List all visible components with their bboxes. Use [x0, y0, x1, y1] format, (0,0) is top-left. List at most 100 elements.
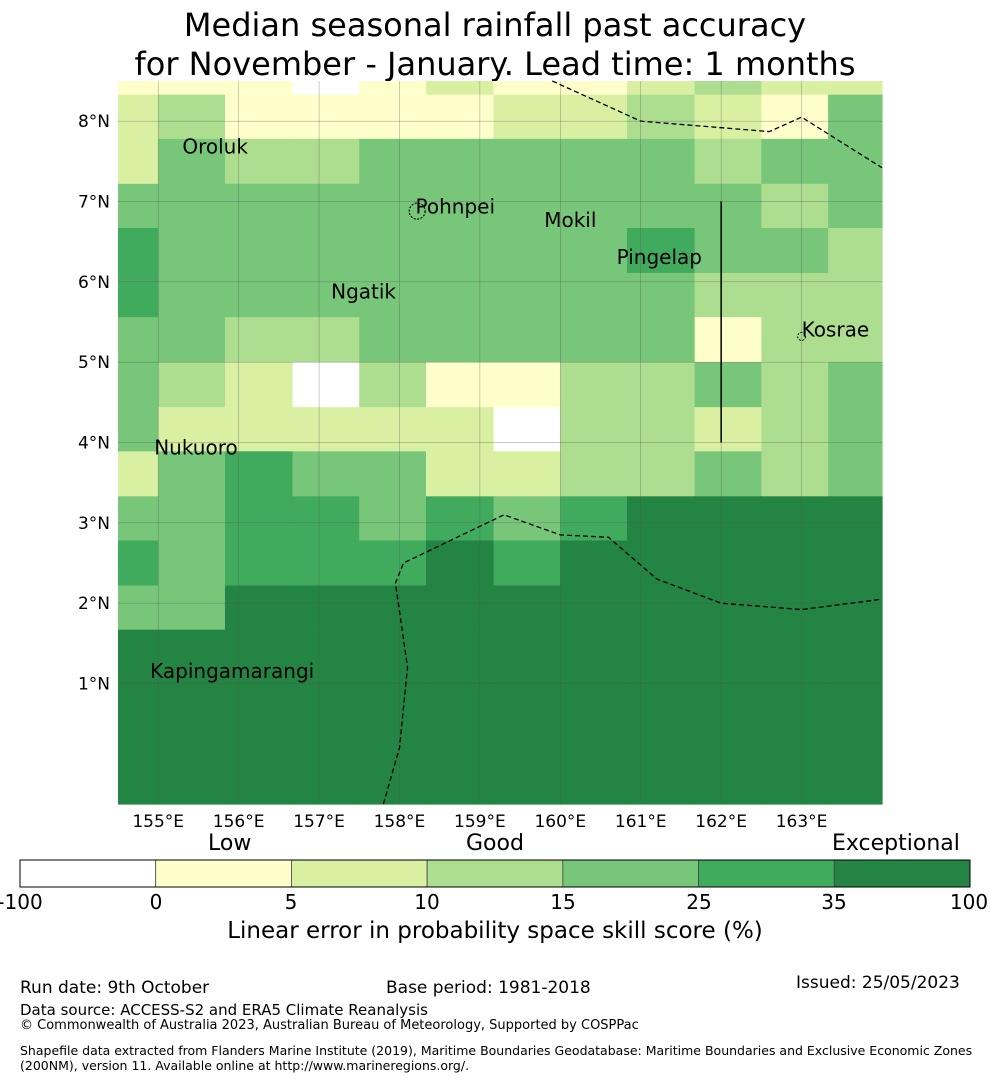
skill-cell [493, 496, 561, 542]
latitude-tick-label: 7°N [78, 193, 110, 213]
skill-cell [118, 228, 159, 274]
skill-cell [118, 451, 159, 497]
skill-cell [761, 228, 829, 274]
skill-cell [118, 183, 159, 229]
latitude-tick-label: 1°N [78, 675, 110, 695]
colorbar-swatch [155, 859, 292, 888]
skill-cell [493, 317, 561, 363]
longitude-tick-label: 157°E [293, 812, 345, 832]
skill-cell [694, 451, 762, 497]
longitude-tick-label: 163°E [776, 812, 828, 832]
skill-cell [694, 81, 762, 96]
skill-cell [292, 272, 360, 318]
colorbar-tick-label: 15 [550, 890, 576, 914]
skill-cell [694, 585, 762, 631]
skill-cell [828, 451, 883, 497]
skill-cell [828, 585, 883, 631]
skill-cell [292, 362, 360, 408]
skill-cell [359, 317, 427, 363]
skill-cell [627, 138, 696, 185]
colorbar-swatch [833, 859, 971, 888]
skill-cell [224, 585, 294, 631]
skill-cell [118, 138, 159, 185]
skill-cell [560, 183, 628, 229]
skill-cell [694, 629, 762, 805]
colorbar-axis-title: Linear error in probability space skill … [227, 918, 763, 944]
skill-cell [560, 585, 628, 631]
skill-cell [359, 94, 427, 140]
colorbar-tick-label: 5 [284, 890, 298, 914]
skill-cell [761, 272, 829, 318]
skill-cell [560, 496, 628, 542]
longitude-tick-label: 162°E [695, 812, 747, 832]
latitude-tick-label: 2°N [78, 594, 110, 614]
skill-cell [359, 585, 427, 631]
skill-cell [359, 407, 427, 452]
skill-cell [224, 272, 294, 318]
skill-cell [292, 540, 360, 587]
skill-cell [493, 138, 561, 185]
longitude-tick-label: 156°E [213, 812, 265, 832]
skill-cell [627, 629, 696, 805]
skill-cell [118, 272, 159, 318]
skill-cell [292, 317, 360, 363]
map-title-line-2: for November - January. Lead time: 1 mon… [134, 45, 856, 83]
skill-cell [627, 272, 696, 318]
skill-cell [359, 138, 427, 185]
skill-cell [493, 629, 561, 805]
skill-cell [224, 407, 294, 452]
colorbar-swatch [426, 859, 564, 888]
skill-cell [426, 183, 495, 229]
skill-cell [158, 138, 226, 185]
skill-cell [694, 94, 762, 140]
skill-cell [224, 94, 294, 140]
skill-cell [359, 228, 427, 274]
skill-cell [426, 317, 495, 363]
skill-cell [292, 183, 360, 229]
skill-cell [761, 81, 829, 96]
skill-cell [224, 183, 294, 229]
skill-cell [158, 407, 226, 452]
skill-cell [761, 407, 829, 452]
skill-cell [560, 451, 628, 497]
skill-cell [158, 317, 226, 363]
base-period: Base period: 1981-2018 [386, 978, 591, 998]
skill-cell [224, 81, 294, 96]
skill-cell [560, 317, 628, 363]
colorbar-category-exceptional: Exceptional [832, 831, 960, 856]
skill-cell [828, 317, 883, 363]
copyright: © Commonwealth of Australia 2023, Austra… [20, 1018, 639, 1033]
skill-cell [560, 94, 628, 140]
skill-cell [828, 496, 883, 542]
data-source: Data source: ACCESS-S2 and ERA5 Climate … [20, 1001, 428, 1019]
skill-cell [761, 138, 829, 185]
skill-cell [560, 407, 628, 452]
skill-cell [493, 81, 561, 96]
skill-cell [224, 629, 294, 805]
skill-cell [426, 228, 495, 274]
skill-cell [694, 540, 762, 587]
skill-cell [118, 362, 159, 408]
colorbar-swatch [562, 859, 699, 888]
skill-cell [224, 362, 294, 408]
place-label: Kosrae [802, 317, 870, 341]
skill-cell [118, 540, 159, 587]
skill-cell [828, 629, 883, 805]
colorbar-swatch [291, 859, 428, 888]
skill-cell [560, 272, 628, 318]
skill-cell [560, 362, 628, 408]
skill-cell [118, 81, 159, 96]
skill-cell [158, 362, 226, 408]
colorbar-tick-label: 0 [149, 890, 163, 914]
skill-cell [292, 407, 360, 452]
skill-cell [694, 272, 762, 318]
skill-cell [426, 138, 495, 185]
colorbar-tick-label: 35 [821, 890, 847, 914]
skill-cell [426, 407, 495, 452]
longitude-tick-label: 158°E [374, 812, 426, 832]
skill-cell [224, 451, 294, 497]
skill-cell [426, 585, 495, 631]
longitude-tick-label: 161°E [615, 812, 667, 832]
skill-cell [761, 183, 829, 229]
skill-cell [627, 228, 696, 274]
